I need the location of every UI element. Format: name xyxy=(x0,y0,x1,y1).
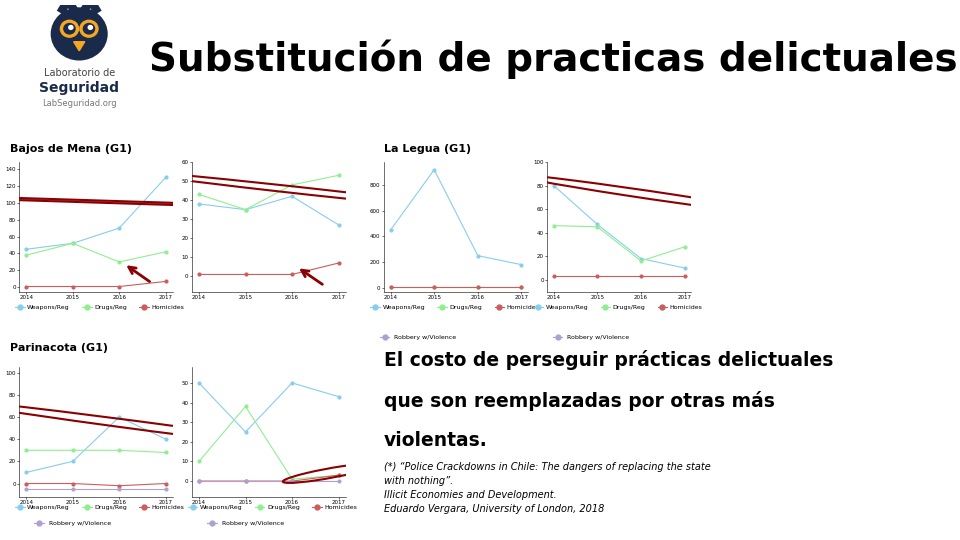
Circle shape xyxy=(88,25,92,29)
Legend: Weapons/Reg, Drugs/Reg, Homicides: Weapons/Reg, Drugs/Reg, Homicides xyxy=(12,302,186,313)
Legend: Robbery w/Violence: Robbery w/Violence xyxy=(377,332,459,343)
Polygon shape xyxy=(74,42,84,51)
Circle shape xyxy=(64,24,75,34)
Circle shape xyxy=(69,25,73,29)
Circle shape xyxy=(80,21,98,37)
Legend: Robbery w/Violence: Robbery w/Violence xyxy=(550,332,632,343)
Text: Laboratorio de: Laboratorio de xyxy=(43,68,115,78)
Text: Parinacota (G1): Parinacota (G1) xyxy=(10,343,108,353)
Text: El costo de perseguir prácticas delictuales: El costo de perseguir prácticas delictua… xyxy=(384,350,833,370)
Text: Bajos de Mena (G1): Bajos de Mena (G1) xyxy=(10,144,132,153)
Circle shape xyxy=(60,21,79,37)
Legend: Robbery w/Violence: Robbery w/Violence xyxy=(204,518,286,529)
Legend: Weapons/Reg, Drugs/Reg, Homicides: Weapons/Reg, Drugs/Reg, Homicides xyxy=(531,302,705,313)
Circle shape xyxy=(84,24,94,34)
Text: Substitución de practicas delictuales.: Substitución de practicas delictuales. xyxy=(149,39,960,79)
Legend: Weapons/Reg, Drugs/Reg, Homicides: Weapons/Reg, Drugs/Reg, Homicides xyxy=(368,302,541,313)
Legend: Robbery w/Violence: Robbery w/Violence xyxy=(32,518,113,529)
Circle shape xyxy=(52,8,108,60)
Text: violentas.: violentas. xyxy=(384,431,488,450)
Legend: Weapons/Reg, Drugs/Reg, Homicides: Weapons/Reg, Drugs/Reg, Homicides xyxy=(12,502,186,513)
Text: Seguridad: Seguridad xyxy=(39,80,119,94)
Legend: Weapons/Reg, Drugs/Reg, Homicides: Weapons/Reg, Drugs/Reg, Homicides xyxy=(185,502,359,513)
Text: La Legua (G1): La Legua (G1) xyxy=(384,144,471,153)
Text: (*) “Police Crackdowns in Chile: The dangers of replacing the state
with nothing: (*) “Police Crackdowns in Chile: The dan… xyxy=(384,462,710,514)
Text: LabSeguridad.org: LabSeguridad.org xyxy=(42,99,116,107)
Text: que son reemplazadas por otras más: que son reemplazadas por otras más xyxy=(384,391,775,411)
